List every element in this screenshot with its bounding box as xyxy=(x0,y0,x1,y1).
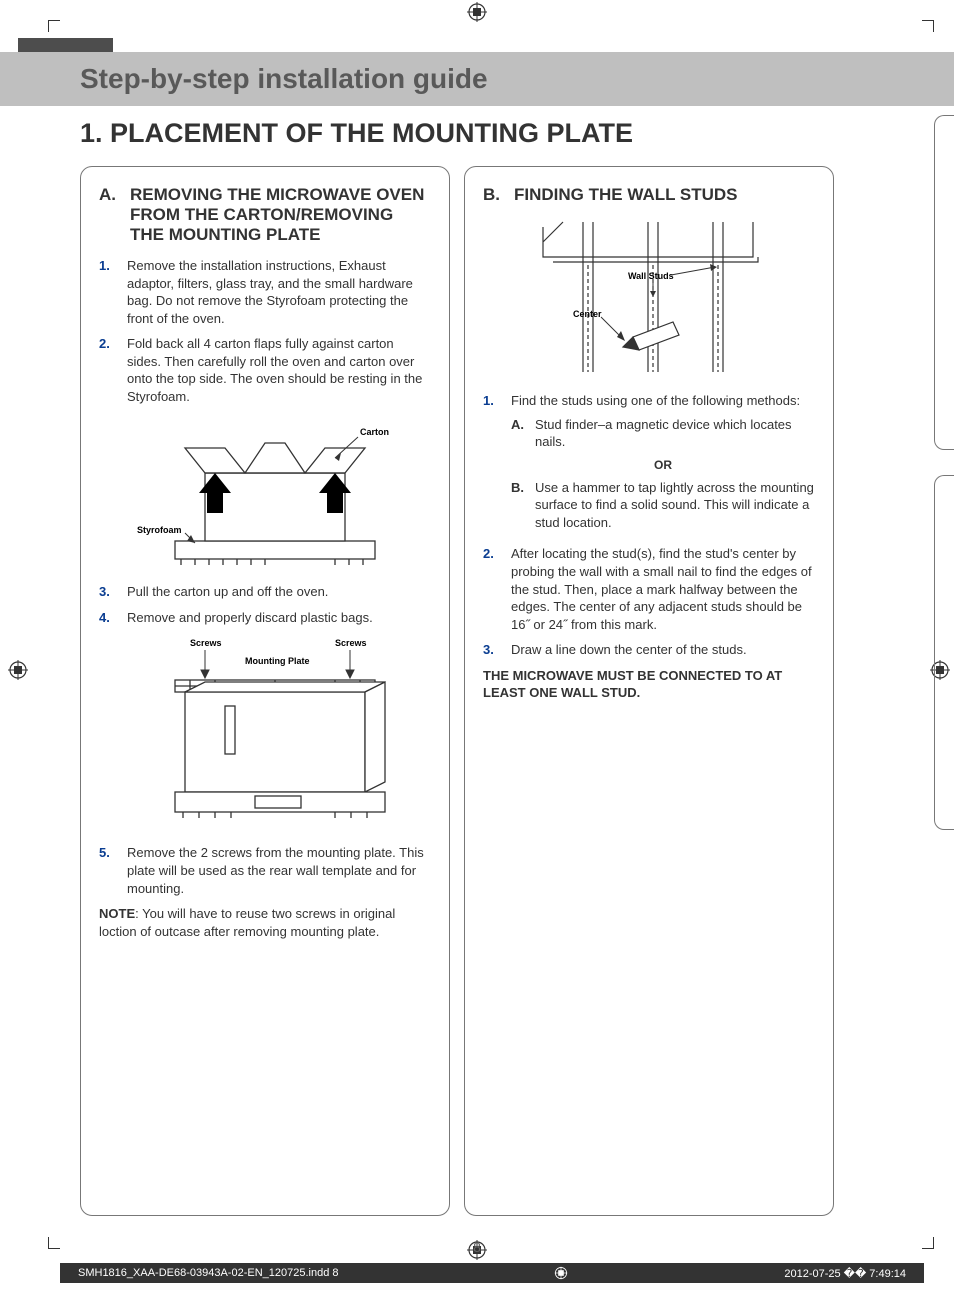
step-number: 5. xyxy=(99,844,117,897)
column-b-heading-text: FINDING THE WALL STUDS xyxy=(514,185,815,205)
step-text: Fold back all 4 carton flaps fully again… xyxy=(127,335,431,405)
figure-label: Wall Studs xyxy=(628,271,674,281)
step-item: 3. Draw a line down the center of the st… xyxy=(483,641,815,659)
step-number: 3. xyxy=(483,641,501,659)
note: NOTE: You will have to reuse two screws … xyxy=(99,905,431,940)
column-a: A. REMOVING THE MICROWAVE OVEN FROM THE … xyxy=(80,166,450,1216)
figure-label: Screws xyxy=(335,638,367,648)
step-number: 4. xyxy=(99,609,117,627)
column-b-steps: 1. Find the studs using one of the follo… xyxy=(483,392,815,659)
must-connect-text: THE MICROWAVE MUST BE CONNECTED TO AT LE… xyxy=(483,667,815,702)
figure-label: Carton xyxy=(360,427,389,437)
header-title: Step-by-step installation guide xyxy=(80,63,488,95)
column-a-steps-3: 5. Remove the 2 screws from the mounting… xyxy=(99,844,431,897)
figure-mounting-plate: Screws Screws Mounting Plate xyxy=(135,634,395,834)
step-number: 2. xyxy=(99,335,117,405)
corner-mark xyxy=(48,20,60,32)
footer-reg-mark xyxy=(554,1266,568,1280)
figure-wall-studs: Wall Studs Center xyxy=(523,217,783,382)
figure-label: Mounting Plate xyxy=(245,656,310,666)
figure-label: Center xyxy=(573,309,602,319)
column-a-steps-2: 3. Pull the carton up and off the oven. … xyxy=(99,583,431,626)
step-item: 4. Remove and properly discard plastic b… xyxy=(99,609,431,627)
substep: B. Use a hammer to tap lightly across th… xyxy=(511,479,815,532)
column-a-steps-1: 1. Remove the installation instructions,… xyxy=(99,257,431,405)
column-b-heading: B. FINDING THE WALL STUDS xyxy=(483,185,815,205)
or-divider: OR xyxy=(511,457,815,473)
column-b-letter: B. xyxy=(483,185,500,205)
step-number: 3. xyxy=(99,583,117,601)
section-title: 1. PLACEMENT OF THE MOUNTING PLATE xyxy=(80,118,633,149)
step-text: After locating the stud(s), find the stu… xyxy=(511,545,815,633)
clipped-right-column: C xyxy=(924,115,954,1247)
figure-label: Screws xyxy=(190,638,222,648)
step-text: Find the studs using one of the followin… xyxy=(511,392,815,537)
substep-letter: B. xyxy=(511,479,529,532)
header-tab xyxy=(18,38,113,52)
figure-label: Styrofoam xyxy=(137,525,182,535)
substep: A. Stud finder–a magnetic device which l… xyxy=(511,416,815,451)
crop-mark-left xyxy=(8,660,28,685)
step-item: 2. After locating the stud(s), find the … xyxy=(483,545,815,633)
crop-mark-top xyxy=(467,2,487,27)
column-a-heading: A. REMOVING THE MICROWAVE OVEN FROM THE … xyxy=(99,185,431,245)
column-a-letter: A. xyxy=(99,185,116,245)
step-item: 1. Find the studs using one of the follo… xyxy=(483,392,815,537)
step-text: Pull the carton up and off the oven. xyxy=(127,583,431,601)
step-number: 2. xyxy=(483,545,501,633)
step-item: 2. Fold back all 4 carton flaps fully ag… xyxy=(99,335,431,405)
header-band: Step-by-step installation guide xyxy=(0,52,954,106)
column-a-heading-text: REMOVING THE MICROWAVE OVEN FROM THE CAR… xyxy=(130,185,431,245)
page-number: 8 xyxy=(473,1239,481,1255)
substep-text: Use a hammer to tap lightly across the m… xyxy=(535,479,815,532)
substep-text: Stud finder–a magnetic device which loca… xyxy=(535,416,815,451)
content-columns: A. REMOVING THE MICROWAVE OVEN FROM THE … xyxy=(80,166,929,1227)
footer-timestamp: 2012-07-25 �� 7:49:14 xyxy=(784,1267,906,1280)
step-text: Remove and properly discard plastic bags… xyxy=(127,609,431,627)
step-number: 1. xyxy=(483,392,501,537)
step-item: 5. Remove the 2 screws from the mounting… xyxy=(99,844,431,897)
step-item: 3. Pull the carton up and off the oven. xyxy=(99,583,431,601)
step-text: Remove the installation instructions, Ex… xyxy=(127,257,431,327)
corner-mark xyxy=(48,1237,60,1249)
corner-mark xyxy=(922,20,934,32)
substep-letter: A. xyxy=(511,416,529,451)
column-b: B. FINDING THE WALL STUDS xyxy=(464,166,834,1216)
footer-filename: SMH1816_XAA-DE68-03943A-02-EN_120725.ind… xyxy=(78,1267,339,1279)
note-text: : You will have to reuse two screws in o… xyxy=(99,906,395,939)
step-item: 1. Remove the installation instructions,… xyxy=(99,257,431,327)
step-text: Draw a line down the center of the studs… xyxy=(511,641,815,659)
figure-carton: Carton Styrofoam xyxy=(135,413,395,573)
footer-bar: SMH1816_XAA-DE68-03943A-02-EN_120725.ind… xyxy=(60,1263,924,1283)
step-number: 1. xyxy=(99,257,117,327)
note-label: NOTE xyxy=(99,906,135,921)
step-text: Remove the 2 screws from the mounting pl… xyxy=(127,844,431,897)
